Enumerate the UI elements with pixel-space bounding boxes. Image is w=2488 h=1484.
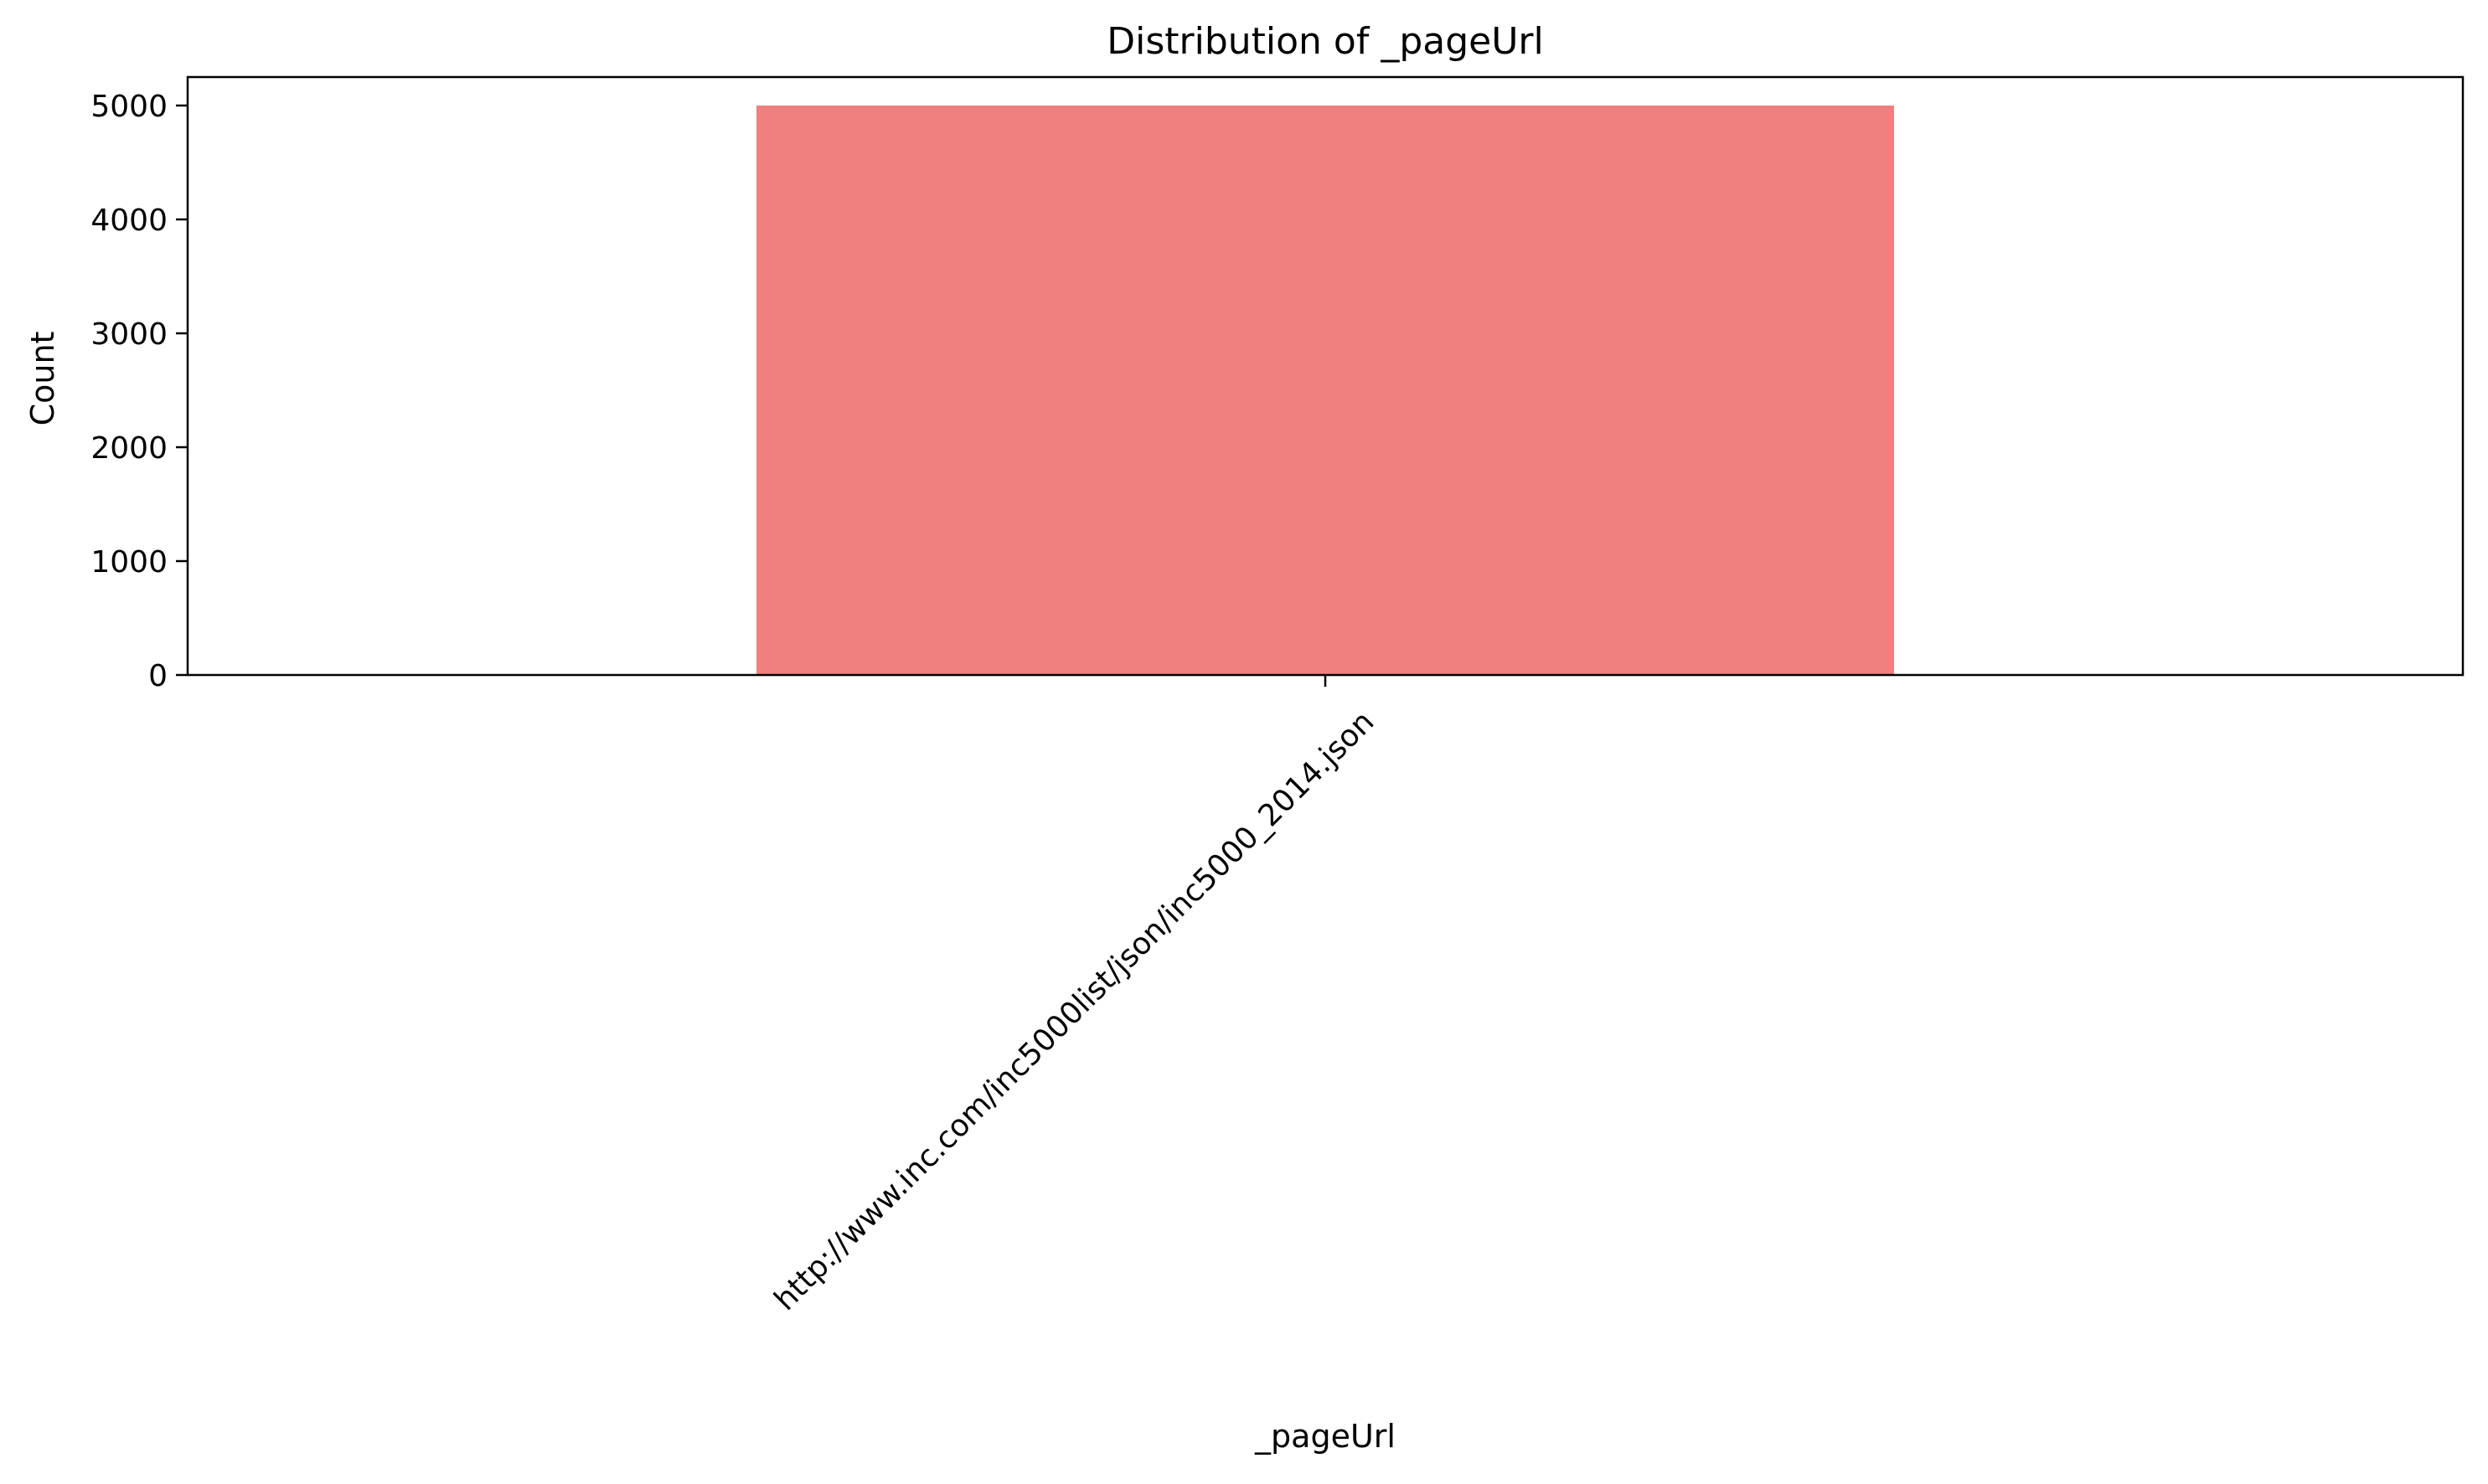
x-axis-label: _pageUrl: [1254, 1418, 1396, 1455]
y-tick-label: 2000: [90, 431, 168, 466]
plot-area: http://www.inc.com/inc5000list/json/inc5…: [90, 75, 2465, 1317]
y-tick-label: 5000: [90, 90, 168, 124]
x-tick-label: http://www.inc.com/inc5000list/json/inc5…: [768, 704, 1381, 1317]
axes-frame: [186, 75, 2465, 677]
y-tick-label: 1000: [90, 545, 168, 580]
chart-title: Distribution of _pageUrl: [1107, 20, 1544, 63]
bar: [756, 106, 1894, 675]
y-tick-label: 3000: [90, 317, 168, 352]
y-axis-label: Count: [24, 332, 61, 426]
y-tick-label: 4000: [90, 204, 168, 238]
y-tick-label: 0: [148, 659, 168, 693]
